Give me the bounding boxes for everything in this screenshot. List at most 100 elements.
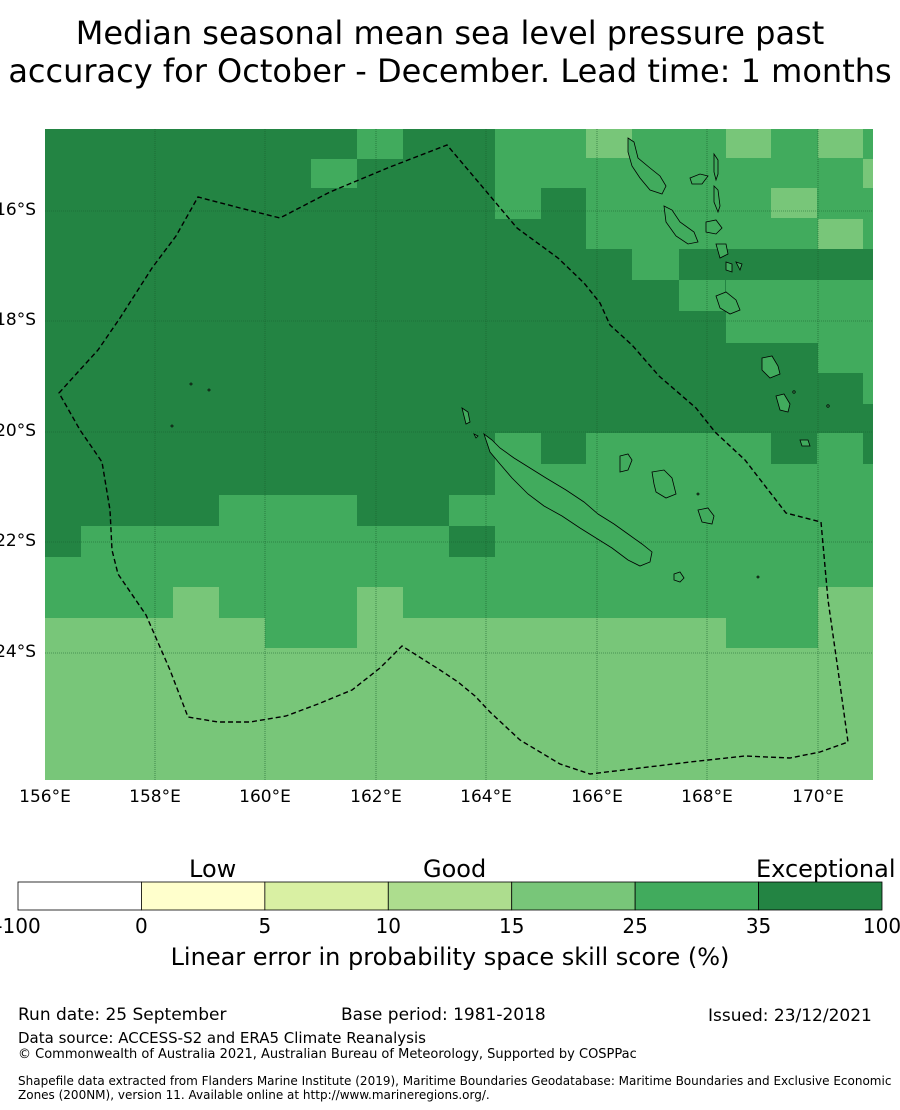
islet-7 xyxy=(696,492,700,496)
tanna-island xyxy=(725,261,733,273)
longitude-label: 166°E xyxy=(571,787,623,807)
run-date: Run date: 25 September xyxy=(18,1005,227,1025)
latitude-label: 18°S xyxy=(0,310,36,330)
skill-cell xyxy=(863,433,873,464)
islet-5 xyxy=(756,575,760,579)
map-title-line2: accuracy for October - December. Lead ti… xyxy=(8,52,892,90)
shapefile-credit: Shapefile data extracted from Flanders M… xyxy=(18,1074,892,1102)
chesterfield-islet-2 xyxy=(207,388,211,392)
matthew-island xyxy=(761,355,781,379)
longitude-label: 168°E xyxy=(681,787,733,807)
colorbar-label: Linear error in probability space skill … xyxy=(170,943,730,971)
island-coastlines xyxy=(170,137,830,583)
skill-cell xyxy=(863,249,873,280)
skill-grid xyxy=(45,129,873,780)
colorbar-tick-label: 10 xyxy=(375,914,401,938)
skill-cell xyxy=(863,373,873,404)
colorbar-segment xyxy=(758,881,883,911)
pentecost-island xyxy=(713,152,719,182)
new-caledonia-island xyxy=(483,432,653,567)
belep-islands xyxy=(461,407,471,425)
longitude-label: 156°E xyxy=(19,787,71,807)
islet-4 xyxy=(826,404,830,408)
latitude-label: 22°S xyxy=(0,531,36,551)
colorbar-tick-label: -100 xyxy=(0,914,41,938)
skill-cell xyxy=(403,587,818,618)
colorbar-segment xyxy=(511,881,636,911)
colorbar-heading-good: Good xyxy=(423,855,487,883)
skill-cell xyxy=(45,587,173,618)
small-islet-1 xyxy=(799,439,811,447)
colorbar xyxy=(17,881,883,911)
colorbar-heading-low: Low xyxy=(189,855,237,883)
longitude-label: 158°E xyxy=(129,787,181,807)
skill-cell xyxy=(863,129,873,158)
colorbar-heading-exceptional: Exceptional xyxy=(756,855,896,883)
chesterfield-islet-3 xyxy=(170,424,174,428)
skill-cell xyxy=(818,219,863,249)
aneityum-island xyxy=(735,261,743,272)
map-title-line1: Median seasonal mean sea level pressure … xyxy=(75,14,825,52)
longitude-label: 160°E xyxy=(239,787,291,807)
skill-cell xyxy=(818,129,863,158)
skill-cell xyxy=(357,129,403,159)
small-islet-2 xyxy=(473,433,479,439)
map-title: Median seasonal mean sea level pressure … xyxy=(0,14,900,90)
walpole-island xyxy=(775,393,791,413)
skill-cell xyxy=(45,433,495,495)
longitude-label: 164°E xyxy=(460,787,512,807)
efate-island xyxy=(705,219,723,235)
malakula-island xyxy=(663,205,699,245)
colorbar-tick-label: 35 xyxy=(745,914,772,938)
skill-cell xyxy=(818,495,873,525)
longitude-label: 162°E xyxy=(350,787,402,807)
isle-of-pines-island xyxy=(673,571,685,583)
aoba-island xyxy=(689,173,709,185)
espiritu-santo-island xyxy=(627,137,667,195)
mare-island xyxy=(697,507,715,525)
skill-cell xyxy=(632,249,679,280)
latitude-label: 16°S xyxy=(0,200,36,220)
issued-date: Issued: 23/12/2021 xyxy=(708,1006,872,1026)
eez-boundary xyxy=(58,144,849,775)
skill-cell xyxy=(726,618,818,648)
skill-cell xyxy=(541,433,586,464)
graticule xyxy=(45,129,873,780)
colorbar-tick-label: 15 xyxy=(498,914,525,938)
hunter-island xyxy=(715,291,741,315)
erromango-island xyxy=(715,243,729,259)
colorbar-tick-label: 100 xyxy=(862,914,900,938)
skill-cell xyxy=(586,129,632,158)
skill-cell xyxy=(311,159,357,188)
skill-cell xyxy=(45,526,81,557)
skill-cell xyxy=(449,526,495,557)
colorbar-segment xyxy=(387,881,513,911)
colorbar-tick-label: 0 xyxy=(135,914,148,938)
colorbar-segment xyxy=(17,881,142,911)
base-period: Base period: 1981-2018 xyxy=(341,1005,546,1025)
ouvea-island xyxy=(619,453,633,473)
skill-cell xyxy=(726,129,771,158)
lifou-island xyxy=(651,469,677,499)
longitude-label: 170°E xyxy=(792,787,844,807)
copyright: © Commonwealth of Australia 2021, Austra… xyxy=(18,1047,637,1062)
colorbar-segment xyxy=(634,881,759,911)
latitude-label: 20°S xyxy=(0,421,36,441)
skill-cell xyxy=(265,618,357,648)
latitude-label: 24°S xyxy=(0,642,36,662)
chesterfield-islet-1 xyxy=(189,382,193,386)
skill-cell xyxy=(541,188,586,249)
colorbar-tick-label: 25 xyxy=(622,914,648,938)
skill-cell xyxy=(357,495,449,526)
skill-cell xyxy=(219,587,357,618)
skill-cell xyxy=(771,433,817,464)
skill-cell xyxy=(771,188,817,218)
maewo-island xyxy=(713,185,721,214)
colorbar-tick-label: 5 xyxy=(258,914,272,938)
skill-cell xyxy=(45,495,219,526)
colorbar-segment xyxy=(141,881,266,911)
islet-6 xyxy=(792,390,796,394)
colorbar-segment xyxy=(264,881,389,911)
skill-cell xyxy=(863,159,873,188)
